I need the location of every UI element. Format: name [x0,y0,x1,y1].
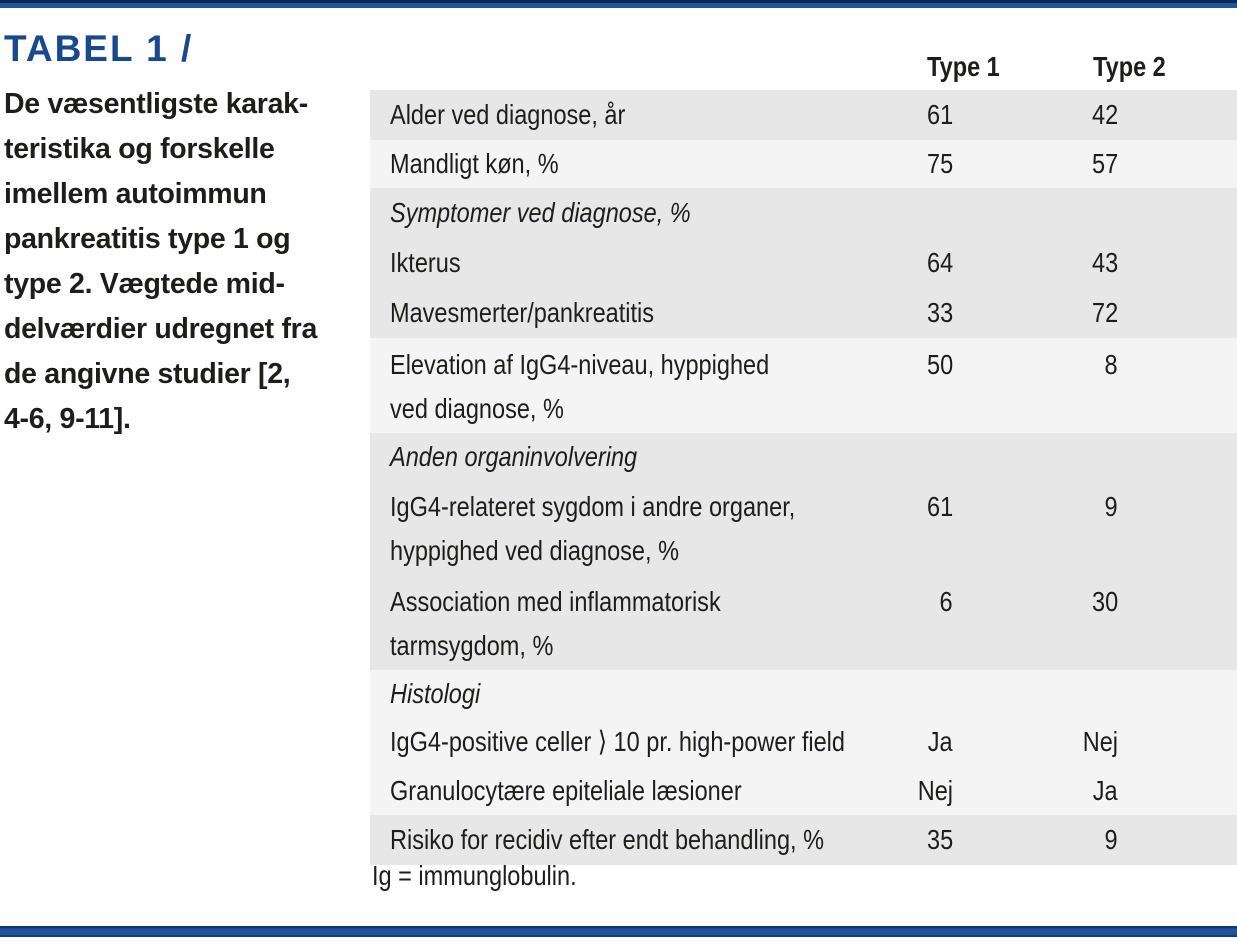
row-label: Mandligt køn, % [390,148,559,179]
row-label: Association med inflammatorisk [390,586,721,617]
bottom-rule [0,926,1237,937]
type1-value: 61 [926,99,953,130]
section-header-row: Anden organinvolvering [370,433,1237,480]
type1-value: 64 [926,247,953,278]
section-label: Histologi [390,677,481,709]
section-header-row: Histologi [370,670,1237,717]
column-header-type1: Type 1 [927,51,1000,82]
caption-line: de angivne studier [2, [4,358,291,390]
table-row: Alder ved diagnose, år 61 42 [370,90,1237,140]
row-label-line2: ved diagnose, % [390,393,564,424]
table-band: Risiko for recidiv efter endt behandling… [370,815,1237,865]
row-label: Risiko for recidiv efter endt behandling… [390,824,825,855]
table-footnote: Ig = immunglobulin. [372,860,616,892]
top-rule [0,0,1237,8]
table-band: Symptomer ved diagnose, % Ikterus 64 43 … [370,188,1237,338]
table-row: Granulocytære epiteliale læsioner Nej Ja [370,766,1237,815]
caption-line: teristika og forskelle [4,133,275,165]
table-row: Association med inflammatorisk tarmsygdo… [370,575,1237,670]
row-label: Alder ved diagnose, år [390,99,626,130]
page-title: TABEL 1 / [4,28,194,69]
footnote-text: Ig = immunglobulin. [372,860,577,891]
type1-value: 33 [926,297,953,328]
row-label: Elevation af IgG4-niveau, hyppighed [390,349,770,380]
table-band: Anden organinvolvering IgG4-relateret sy… [370,433,1237,670]
table-row: Ikterus 64 43 [370,238,1237,288]
caption-line: imellem autoimmun [4,178,267,210]
table-row: Elevation af IgG4-niveau, hyppighed ved … [370,338,1237,433]
caption-line: type 2. Vægtede mid- [4,268,285,300]
type1-value: 50 [926,349,953,380]
caption-line: De væsentligste karak- [4,88,308,120]
table-row: IgG4-relateret sygdom i andre organer, h… [370,480,1237,575]
row-label: IgG4-relateret sygdom i andre organer, [390,491,796,522]
type1-value: 6 [939,586,953,617]
table-header-row: Type 1 Type 2 [370,46,1237,88]
type2-value: 30 [1091,586,1118,617]
table-body: Alder ved diagnose, år 61 42 Mandligt kø… [370,90,1237,865]
table-row: Mavesmerter/pankreatitis 33 72 [370,288,1237,338]
section-label: Anden organinvolvering [390,440,638,472]
type2-value: 8 [1104,349,1118,380]
row-label-line2: hyppighed ved diagnose, % [390,535,679,566]
caption-line: pankreatitis type 1 og [4,223,291,255]
column-header-type2: Type 2 [1093,51,1166,82]
type1-value: 35 [926,824,953,855]
caption-line: delværdier udregnet fra [4,313,318,345]
table-row: Risiko for recidiv efter endt behandling… [370,815,1237,865]
type2-value: 9 [1104,491,1118,522]
row-label: Ikterus [390,247,461,278]
type1-value: Nej [917,774,953,806]
type2-value: 43 [1091,247,1118,278]
table-row: Mandligt køn, % 75 57 [370,140,1237,188]
table-band: Mandligt køn, % 75 57 [370,140,1237,188]
row-label-line2: tarmsygdom, % [390,630,554,661]
section-header-row: Symptomer ved diagnose, % [370,188,1237,238]
type1-value: 61 [926,491,953,522]
type2-value: 42 [1091,99,1118,130]
table-band: Alder ved diagnose, år 61 42 [370,90,1237,140]
caption-line: 4-6, 9-11]. [4,403,131,435]
table-band: Elevation af IgG4-niveau, hyppighed ved … [370,338,1237,433]
type1-value: 75 [926,148,953,179]
type2-value: 57 [1091,148,1118,179]
table-row: IgG4-positive celler ⟩ 10 pr. high-power… [370,717,1237,766]
type1-value: Ja [928,725,953,757]
type2-value: Nej [1082,725,1118,757]
type2-value: 9 [1104,824,1118,855]
row-label: Granulocytære epiteliale læsioner [390,774,742,806]
type2-value: 72 [1091,297,1118,328]
row-label: IgG4-positive celler ⟩ 10 pr. high-power… [390,726,845,757]
table-caption: De væsentligste karak- teristika og fors… [4,82,356,442]
section-label: Symptomer ved diagnose, % [390,197,691,228]
type2-value: Ja [1093,774,1118,806]
row-label: Mavesmerter/pankreatitis [390,297,655,328]
table-band: Histologi IgG4-positive celler ⟩ 10 pr. … [370,670,1237,815]
